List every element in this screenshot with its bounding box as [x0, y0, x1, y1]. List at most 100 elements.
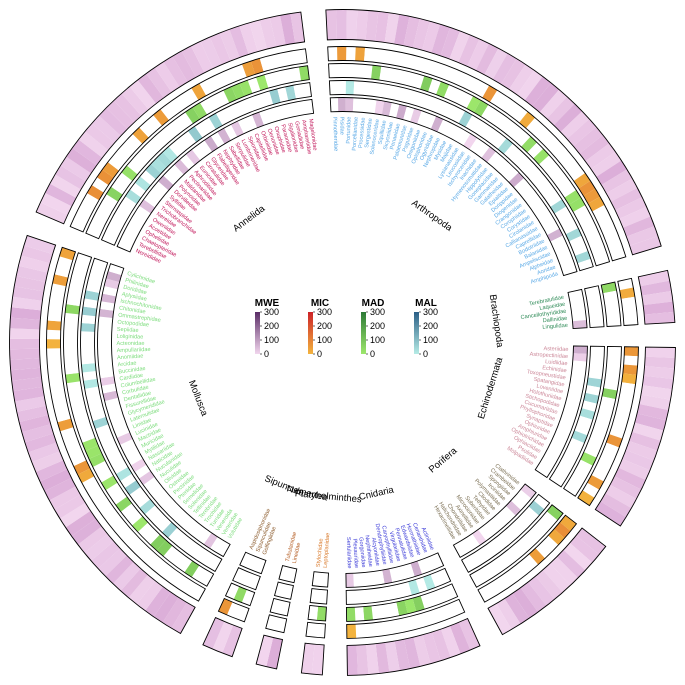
heatmap-cell-mwe: [273, 105, 285, 121]
heatmap-cell-mwe: [569, 297, 585, 307]
heatmap-cell-mad: [606, 354, 622, 365]
heatmap-cell-mal: [134, 176, 151, 192]
heatmap-cell-mwe: [645, 347, 676, 359]
heatmap-cell-mwe: [330, 97, 339, 112]
heatmap-cell-mal: [238, 99, 251, 116]
heatmap-cell-mic: [96, 169, 114, 186]
heatmap-cell-mwe: [535, 463, 552, 478]
heatmap-cell-mad: [93, 209, 110, 224]
heatmap-cell-mad: [97, 201, 114, 217]
heatmap-cell-mal: [353, 80, 363, 96]
heatmap-cell-mic: [592, 204, 609, 220]
heatmap-cell-mad: [239, 80, 253, 97]
family-label: Solenoceridae: [369, 119, 380, 155]
heatmap-cell-mad: [517, 535, 534, 552]
heatmap-cell-mwe: [396, 565, 408, 581]
heatmap-cell-mic: [175, 92, 191, 110]
heatmap-cell-mad: [601, 282, 617, 294]
heatmap-cell-mwe: [127, 218, 144, 233]
heatmap-cell-mad: [587, 236, 604, 250]
heatmap-cell-mwe: [535, 569, 563, 600]
heatmap-cell-mal: [415, 577, 428, 593]
heatmap-cell-mwe: [403, 16, 420, 48]
heatmap-cell-mal: [385, 585, 396, 601]
heatmap-cell-mwe: [510, 495, 527, 511]
heatmap-cell-mad: [64, 364, 80, 375]
heatmap-cell-mal: [571, 430, 588, 444]
heatmap-cell-mal: [458, 110, 473, 128]
ring-segment-mic: [217, 597, 250, 623]
phylum-label: Annelida: [231, 203, 268, 234]
heatmap-cell-mwe: [121, 86, 149, 116]
heatmap-cell-mwe: [553, 103, 583, 133]
heatmap-cell-mwe: [394, 14, 410, 46]
heatmap-cell-mic: [81, 476, 99, 492]
heatmap-cell-mwe: [483, 520, 499, 537]
heatmap-cell-mal: [561, 452, 578, 466]
heatmap-cell-mwe: [450, 125, 464, 142]
family-label: Lingulidae: [542, 323, 568, 331]
heatmap-cell-mwe: [590, 151, 622, 177]
ring-segment-mwe: [534, 345, 588, 479]
heatmap-cell-mad: [85, 225, 103, 239]
heatmap-cell-mwe: [626, 226, 659, 246]
family-label: Loliginidae: [116, 334, 143, 341]
heatmap-cell-mwe: [346, 645, 358, 676]
heatmap-cell-mwe: [200, 37, 222, 69]
heatmap-cell-mwe: [570, 304, 586, 315]
ring-segment-mic: [265, 614, 288, 634]
heatmap-cell-mwe: [642, 375, 674, 390]
heatmap-cell-mal: [162, 146, 178, 163]
heatmap-cell-mwe: [410, 108, 422, 124]
heatmap-cell-mic: [573, 172, 591, 189]
heatmap-cell-mic: [399, 52, 412, 69]
heatmap-cell-mwe: [14, 396, 47, 412]
heatmap-cell-mwe: [40, 192, 72, 215]
legend-tick-label: 100: [370, 335, 385, 345]
heatmap-cell-mal: [553, 465, 570, 480]
legend-tick-label: 0: [370, 349, 375, 359]
heatmap-cell-mic: [373, 621, 385, 637]
heatmap-cell-mad: [63, 356, 79, 366]
heatmap-cell-mic: [86, 185, 104, 201]
heatmap-cell-mwe: [9, 338, 40, 350]
family-label: Ommastrephidae: [118, 313, 161, 324]
heatmap-cell-mal: [589, 361, 604, 372]
heatmap-cell-mic: [545, 136, 562, 154]
heatmap-cell-mad: [443, 84, 458, 101]
ring-segment-mic: [305, 621, 326, 639]
heatmap-cell-mad: [278, 600, 291, 616]
ring-segment-mwe: [116, 98, 315, 253]
ring-segment-mad: [85, 65, 310, 240]
heatmap-cell-mwe: [101, 293, 117, 304]
heatmap-cell-mad: [573, 205, 590, 220]
heatmap-cell-mic: [493, 575, 509, 593]
heatmap-cell-mic: [522, 554, 539, 571]
heatmap-cell-mwe: [179, 154, 195, 170]
heatmap-cell-mwe: [97, 347, 112, 356]
heatmap-cell-mal: [201, 117, 216, 134]
heatmap-cell-mad: [501, 119, 518, 136]
heatmap-cell-mic: [125, 133, 143, 151]
heatmap-cell-mal: [88, 401, 104, 414]
heatmap-cell-mwe: [9, 348, 40, 360]
heatmap-cell-mal: [139, 499, 156, 515]
heatmap-cell-mad: [495, 114, 511, 131]
heatmap-cell-mal: [285, 85, 297, 101]
heatmap-cell-mal: [520, 160, 537, 176]
heatmap-cell-mwe: [572, 360, 587, 370]
heatmap-cell-mad: [185, 107, 201, 124]
family-label: Dorididae: [123, 285, 148, 297]
heatmap-cell-mal: [478, 123, 494, 140]
heatmap-cell-mic: [153, 109, 170, 126]
heatmap-cell-mad: [170, 550, 186, 568]
heatmap-cell-mwe: [104, 278, 120, 290]
legend-tick-label: 300: [317, 307, 332, 317]
heatmap-cell-mwe: [78, 131, 109, 158]
heatmap-cell-mic: [77, 468, 95, 483]
legend-title-mwe: MWE: [255, 298, 280, 309]
heatmap-cell-mal: [488, 538, 503, 555]
family-label: Gorgoniidae: [357, 537, 366, 568]
heatmap-cell-mic: [399, 616, 412, 633]
heatmap-cell-mad: [533, 148, 550, 165]
